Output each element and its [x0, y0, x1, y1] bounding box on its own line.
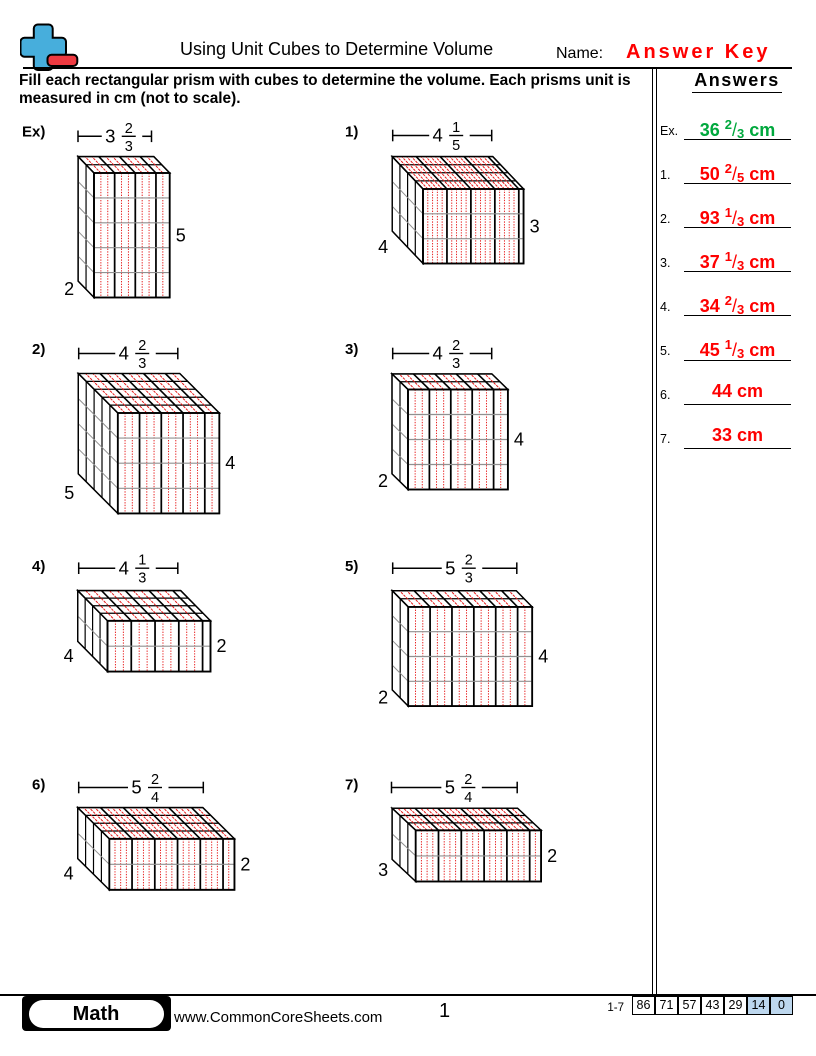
svg-text:5: 5: [176, 225, 186, 245]
svg-text:1): 1): [345, 124, 358, 141]
svg-text:3: 3: [138, 356, 146, 372]
svg-text:5: 5: [64, 483, 74, 503]
svg-text:4: 4: [119, 343, 129, 364]
svg-text:2: 2: [151, 772, 159, 788]
svg-text:4: 4: [464, 790, 472, 806]
svg-text:5: 5: [445, 777, 455, 798]
svg-text:4: 4: [378, 237, 388, 257]
svg-text:1: 1: [452, 120, 460, 136]
svg-text:3): 3): [345, 341, 358, 358]
svg-text:5: 5: [131, 777, 141, 798]
svg-text:2: 2: [64, 279, 74, 299]
svg-text:2: 2: [240, 854, 250, 874]
svg-text:4: 4: [151, 790, 159, 806]
svg-text:4: 4: [64, 864, 74, 884]
svg-text:5): 5): [345, 558, 358, 575]
svg-text:2: 2: [378, 688, 388, 708]
svg-text:2: 2: [125, 121, 133, 137]
svg-text:Ex): Ex): [22, 124, 45, 141]
svg-text:3: 3: [378, 860, 388, 880]
svg-text:2: 2: [547, 846, 557, 866]
svg-text:4: 4: [514, 430, 524, 450]
svg-text:4: 4: [225, 453, 235, 473]
svg-text:3: 3: [105, 126, 115, 147]
svg-text:5: 5: [452, 138, 460, 154]
svg-text:1: 1: [138, 553, 146, 569]
svg-text:2: 2: [378, 471, 388, 491]
svg-text:2: 2: [217, 636, 227, 656]
svg-text:4: 4: [64, 646, 74, 666]
svg-text:2): 2): [32, 341, 45, 358]
svg-text:7): 7): [345, 777, 358, 794]
svg-text:3: 3: [452, 356, 460, 372]
svg-text:3: 3: [530, 216, 540, 236]
svg-text:2: 2: [465, 553, 473, 569]
svg-text:4: 4: [433, 125, 443, 146]
svg-text:4): 4): [32, 558, 45, 575]
svg-text:2: 2: [138, 338, 146, 354]
svg-text:4: 4: [538, 647, 548, 667]
svg-text:2: 2: [464, 772, 472, 788]
svg-text:3: 3: [138, 571, 146, 587]
svg-text:2: 2: [452, 338, 460, 354]
svg-text:3: 3: [465, 571, 473, 587]
svg-text:4: 4: [433, 343, 443, 364]
svg-text:3: 3: [125, 139, 133, 155]
svg-text:5: 5: [445, 557, 455, 578]
svg-text:4: 4: [119, 557, 129, 578]
svg-text:6): 6): [32, 777, 45, 794]
